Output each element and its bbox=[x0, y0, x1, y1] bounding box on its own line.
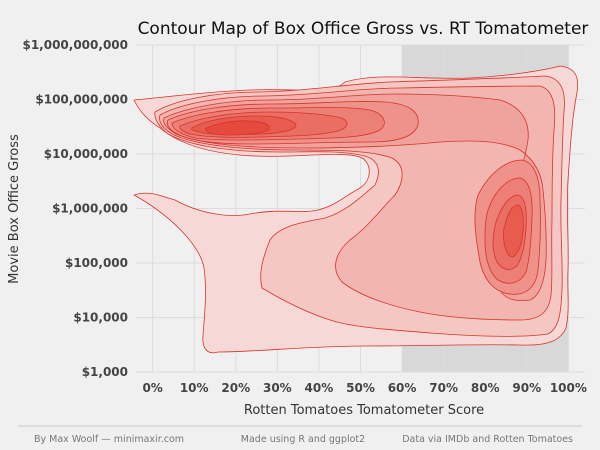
chart-title: Contour Map of Box Office Gross vs. RT T… bbox=[138, 19, 589, 39]
y-tick-label: $1,000,000,000 bbox=[22, 38, 128, 52]
contour-band-9 bbox=[204, 120, 270, 136]
x-tick-label: 60% bbox=[388, 381, 417, 395]
y-tick-label: $1,000,000 bbox=[52, 202, 128, 216]
y-tick-label: $10,000 bbox=[73, 311, 128, 325]
x-tick-label: 70% bbox=[429, 381, 458, 395]
x-tick-label: 20% bbox=[221, 381, 250, 395]
y-tick-label: $10,000,000 bbox=[44, 147, 128, 161]
x-tick-label: 40% bbox=[305, 381, 334, 395]
x-tick-label: 100% bbox=[550, 381, 587, 395]
x-tick-label: 10% bbox=[180, 381, 209, 395]
x-tick-label: 90% bbox=[512, 381, 541, 395]
x-tick-label: 0% bbox=[142, 381, 162, 395]
x-axis-title: Rotten Tomatoes Tomatometer Score bbox=[244, 403, 484, 418]
footer-tools: Made using R and ggplot2 bbox=[241, 434, 365, 445]
x-tick-label: 80% bbox=[471, 381, 500, 395]
x-tick-label: 30% bbox=[263, 381, 292, 395]
y-tick-label: $1,000 bbox=[82, 365, 128, 379]
contour-band-4 bbox=[163, 93, 547, 302]
x-tick-label: 50% bbox=[346, 381, 375, 395]
footer-source: Data via IMDb and Rotten Tomatoes bbox=[402, 434, 573, 445]
y-tick-label: $100,000,000 bbox=[35, 93, 128, 107]
y-axis-title: Movie Box Office Gross bbox=[7, 134, 22, 284]
footer-credit: By Max Woolf — minimaxir.com bbox=[34, 434, 184, 445]
y-tick-label: $100,000 bbox=[65, 256, 128, 270]
